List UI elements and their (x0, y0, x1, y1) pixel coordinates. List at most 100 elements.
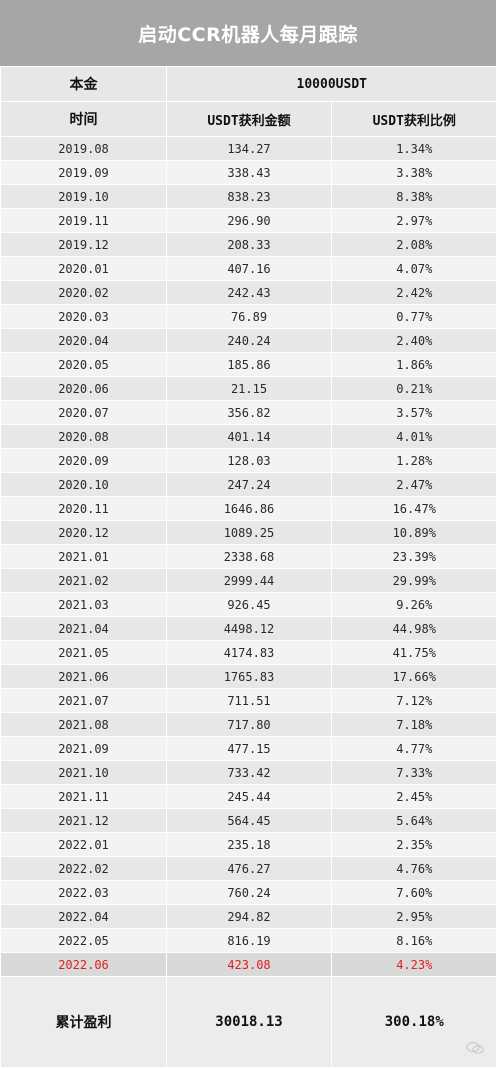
table-row: 2019.10 838.23 8.38% (0, 184, 496, 209)
cell-ratio: 2.40% (330, 328, 496, 353)
table-row: 2020.07 356.82 3.57% (0, 400, 496, 425)
cell-time: 2021.02 (0, 568, 167, 593)
cell-profit: 338.43 (166, 160, 332, 185)
cell-time: 2020.05 (0, 352, 167, 377)
cell-time: 2020.08 (0, 424, 167, 449)
table-row: 2020.11 1646.86 16.47% (0, 496, 496, 521)
principal-label: 本金 (0, 66, 167, 102)
cell-ratio: 2.08% (330, 232, 496, 257)
cell-profit: 134.27 (166, 136, 332, 161)
watermark (466, 1042, 484, 1054)
column-header-row: 时间 USDT获利金额 USDT获利比例 (0, 101, 496, 137)
cell-profit: 1646.86 (166, 496, 332, 521)
wechat-icon (466, 1042, 484, 1054)
cell-time: 2021.11 (0, 784, 167, 809)
cell-ratio: 1.28% (330, 448, 496, 473)
cell-ratio: 44.98% (330, 616, 496, 641)
cell-time: 2021.10 (0, 760, 167, 785)
cell-ratio: 7.33% (330, 760, 496, 785)
cell-profit: 2999.44 (166, 568, 332, 593)
table-row: 2019.11 296.90 2.97% (0, 208, 496, 233)
cell-profit: 235.18 (166, 832, 332, 857)
cell-profit: 760.24 (166, 880, 332, 905)
cell-time: 2022.05 (0, 928, 167, 953)
cell-time: 2021.12 (0, 808, 167, 833)
cell-time: 2020.09 (0, 448, 167, 473)
cell-profit: 476.27 (166, 856, 332, 881)
cell-profit: 208.33 (166, 232, 332, 257)
total-row: 累计盈利 30018.13 300.18% (0, 976, 496, 1067)
table-row: 2021.06 1765.83 17.66% (0, 664, 496, 689)
table-row: 2021.12 564.45 5.64% (0, 808, 496, 833)
cell-profit: 401.14 (166, 424, 332, 449)
cell-profit: 21.15 (166, 376, 332, 401)
cell-ratio: 1.86% (330, 352, 496, 377)
cell-time: 2020.04 (0, 328, 167, 353)
cell-time: 2022.01 (0, 832, 167, 857)
cell-ratio: 4.77% (330, 736, 496, 761)
cell-profit: 76.89 (166, 304, 332, 329)
table-row: 2022.01 235.18 2.35% (0, 832, 496, 857)
cell-ratio: 29.99% (330, 568, 496, 593)
cell-time: 2020.03 (0, 304, 167, 329)
cell-profit: 477.15 (166, 736, 332, 761)
cell-profit: 356.82 (166, 400, 332, 425)
cell-time: 2020.07 (0, 400, 167, 425)
table-row: 2020.05 185.86 1.86% (0, 352, 496, 377)
cell-time: 2021.05 (0, 640, 167, 665)
cell-time: 2020.01 (0, 256, 167, 281)
cell-time: 2021.07 (0, 688, 167, 713)
total-ratio: 300.18% (330, 976, 496, 1067)
cell-profit: 838.23 (166, 184, 332, 209)
cell-ratio: 2.35% (330, 832, 496, 857)
cell-profit: 711.51 (166, 688, 332, 713)
cell-profit: 240.24 (166, 328, 332, 353)
cell-profit: 1765.83 (166, 664, 332, 689)
cell-time: 2019.09 (0, 160, 167, 185)
cell-time: 2020.11 (0, 496, 167, 521)
table-row: 2022.06 423.08 4.23% (0, 952, 496, 977)
cell-ratio: 2.47% (330, 472, 496, 497)
column-header-profit: USDT获利金额 (166, 101, 332, 137)
table-row: 2020.09 128.03 1.28% (0, 448, 496, 473)
cell-profit: 242.43 (166, 280, 332, 305)
cell-ratio: 0.21% (330, 376, 496, 401)
cell-profit: 185.86 (166, 352, 332, 377)
cell-ratio: 3.57% (330, 400, 496, 425)
total-profit: 30018.13 (166, 976, 332, 1067)
table-row: 2019.12 208.33 2.08% (0, 232, 496, 257)
table-row: 2020.10 247.24 2.47% (0, 472, 496, 497)
cell-profit: 1089.25 (166, 520, 332, 545)
table-row: 2020.04 240.24 2.40% (0, 328, 496, 353)
column-header-time: 时间 (0, 101, 167, 137)
cell-time: 2021.03 (0, 592, 167, 617)
cell-ratio: 4.07% (330, 256, 496, 281)
cell-ratio: 16.47% (330, 496, 496, 521)
cell-ratio: 4.76% (330, 856, 496, 881)
cell-profit: 128.03 (166, 448, 332, 473)
table-row: 2020.03 76.89 0.77% (0, 304, 496, 329)
cell-profit: 4174.83 (166, 640, 332, 665)
cell-profit: 926.45 (166, 592, 332, 617)
page-title: 启动CCR机器人每月跟踪 (0, 0, 496, 66)
cell-ratio: 5.64% (330, 808, 496, 833)
cell-ratio: 7.12% (330, 688, 496, 713)
cell-profit: 247.24 (166, 472, 332, 497)
table-row: 2022.05 816.19 8.16% (0, 928, 496, 953)
cell-profit: 423.08 (166, 952, 332, 977)
cell-profit: 717.80 (166, 712, 332, 737)
table-row: 2021.04 4498.12 44.98% (0, 616, 496, 641)
column-header-ratio: USDT获利比例 (330, 101, 496, 137)
cell-time: 2020.12 (0, 520, 167, 545)
cell-ratio: 4.01% (330, 424, 496, 449)
table-row: 2021.11 245.44 2.45% (0, 784, 496, 809)
table-row: 2021.05 4174.83 41.75% (0, 640, 496, 665)
cell-time: 2019.10 (0, 184, 167, 209)
cell-ratio: 2.42% (330, 280, 496, 305)
cell-ratio: 7.18% (330, 712, 496, 737)
table-row: 2020.08 401.14 4.01% (0, 424, 496, 449)
table-row: 2019.09 338.43 3.38% (0, 160, 496, 185)
table-row: 2020.01 407.16 4.07% (0, 256, 496, 281)
cell-profit: 296.90 (166, 208, 332, 233)
principal-value: 10000USDT (165, 66, 496, 102)
